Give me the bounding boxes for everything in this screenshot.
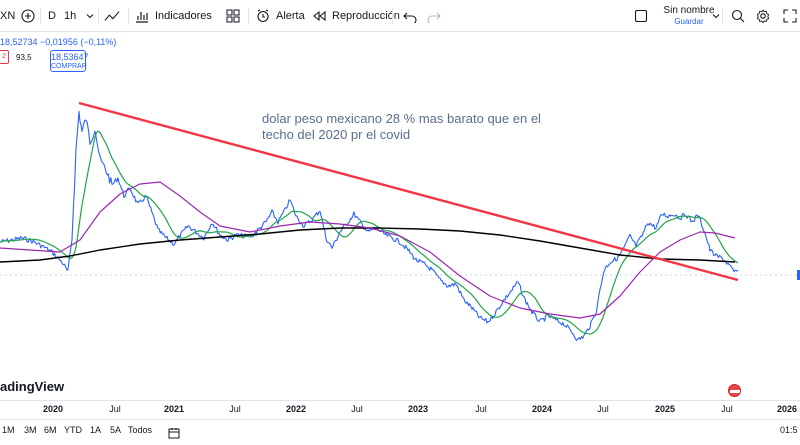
time-tick-9: Jul <box>597 404 609 414</box>
indicators-icon <box>134 8 150 24</box>
time-tick-1: Jul <box>109 404 121 414</box>
undo-icon <box>402 8 418 24</box>
interval-1h-button[interactable]: 1h <box>64 0 76 32</box>
fullscreen-button[interactable] <box>782 0 798 32</box>
us-flag-icon[interactable] <box>728 384 741 397</box>
fullscreen-icon <box>782 8 798 24</box>
clock[interactable]: 01:5 <box>780 425 798 435</box>
time-tick-3: Jul <box>229 404 241 414</box>
square-icon <box>633 8 649 24</box>
time-tick-7: Jul <box>475 404 487 414</box>
time-tick-0: 2020 <box>42 404 64 414</box>
undo-button[interactable] <box>402 0 418 32</box>
interval-d-button[interactable]: D <box>48 0 56 32</box>
buy-price: 18,53647 <box>51 52 89 62</box>
line-chart-icon <box>104 8 120 24</box>
range-bar: 01:5 1M 3M 6M YTD 1A 5A Todos <box>0 419 800 445</box>
search-icon <box>730 8 746 24</box>
price-chart[interactable] <box>0 32 800 400</box>
save-layout-button[interactable]: Sin nombre Guardar <box>652 5 726 27</box>
range-button-todos[interactable]: Todos <box>128 425 153 435</box>
time-tick-6: 2023 <box>407 404 429 414</box>
time-tick-4: 2022 <box>285 404 307 414</box>
trend-line-drawing[interactable] <box>78 101 739 282</box>
top-toolbar: XN D 1h Indicadores Alerta <box>0 0 800 32</box>
range-button-3m[interactable]: 3M <box>24 425 37 435</box>
interval-dropdown-button[interactable] <box>82 0 98 32</box>
range-button-6m[interactable]: 6M <box>44 425 57 435</box>
buy-button[interactable]: 18,53647 COMPRAR <box>50 50 89 72</box>
chevron-down-icon <box>82 8 98 24</box>
calendar-range-icon <box>166 425 182 441</box>
spread-value: 93,5 <box>16 53 32 62</box>
time-tick-8: 2024 <box>531 404 553 414</box>
replay-button[interactable]: Reproducción <box>311 0 400 32</box>
chart-canvas[interactable] <box>0 32 800 400</box>
replay-label: Reproducción <box>332 10 400 22</box>
date-range-button[interactable] <box>166 425 182 441</box>
buy-label: COMPRAR <box>51 63 87 70</box>
symbol-label: XN <box>0 10 16 22</box>
time-tick-12: 2026 <box>776 404 798 414</box>
interval-d-label: D <box>48 10 56 22</box>
time-tick-10: 2025 <box>654 404 676 414</box>
chevron-down-icon <box>708 8 724 24</box>
save-dropdown-button[interactable] <box>708 0 724 32</box>
time-axis[interactable]: 2020 Jul 2021 Jul 2022 Jul 2023 Jul 2024 Jul 2025 J… <box>0 400 800 416</box>
add-symbol-button[interactable] <box>20 0 36 32</box>
moving-average-mid <box>0 181 736 319</box>
symbol-name[interactable]: XN <box>0 0 15 32</box>
sell-button[interactable]: 2 <box>0 50 9 64</box>
layout-name: Sin nombre <box>663 5 715 16</box>
interval-1h-label: 1h <box>64 10 77 22</box>
alarm-clock-icon <box>255 8 271 24</box>
alert-button[interactable]: Alerta <box>255 0 305 32</box>
range-button-1a[interactable]: 1A <box>90 425 102 435</box>
save-label: Guardar <box>674 17 704 26</box>
indicators-label: Indicadores <box>155 10 212 22</box>
price-change-legend: 18,52734 −0,01956 (−0,11%) <box>0 37 117 47</box>
settings-button[interactable] <box>755 0 771 32</box>
grid-layout-icon <box>225 8 241 24</box>
chart-annotation-text[interactable]: dolar peso mexicano 28 % mas barato que … <box>262 111 541 142</box>
price-line <box>0 110 739 341</box>
price-scale-marker <box>797 270 800 280</box>
tradingview-logo: adingView <box>0 379 65 394</box>
plus-circle-icon <box>20 8 36 24</box>
range-button-5a[interactable]: 5A <box>110 425 122 435</box>
layout-button[interactable] <box>225 0 241 32</box>
sell-price: 2 <box>2 53 6 60</box>
moving-average-slow <box>0 227 736 263</box>
gear-icon <box>755 8 771 24</box>
indicators-button[interactable]: Indicadores <box>134 0 212 32</box>
range-button-ytd[interactable]: YTD <box>64 425 82 435</box>
rewind-icon <box>311 8 327 24</box>
range-button-1m[interactable]: 1M <box>2 425 15 435</box>
chart-type-button[interactable] <box>104 0 120 32</box>
quick-search-button[interactable] <box>730 0 746 32</box>
layout-select-button[interactable] <box>633 0 649 32</box>
time-tick-2: 2021 <box>163 404 185 414</box>
redo-button[interactable] <box>426 0 442 32</box>
time-tick-5: Jul <box>351 404 363 414</box>
time-tick-11: Jul <box>721 404 733 414</box>
redo-icon <box>426 8 442 24</box>
alert-label: Alerta <box>276 10 305 22</box>
moving-average-fast <box>0 130 739 335</box>
